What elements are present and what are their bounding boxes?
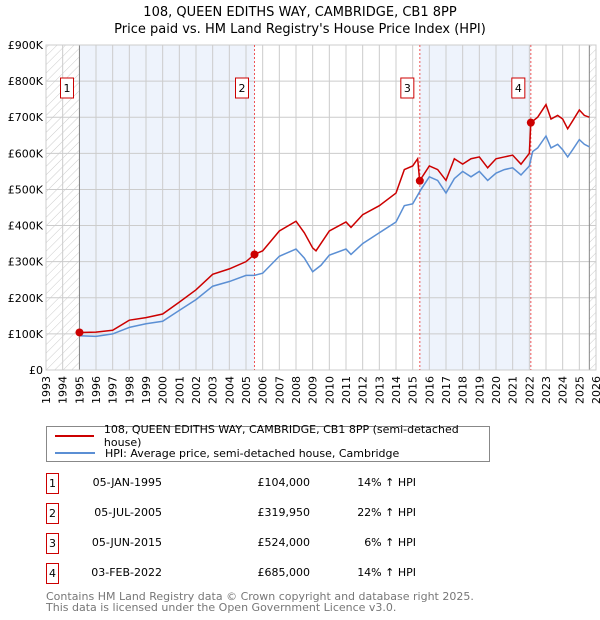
sale-label-box: [60, 77, 74, 99]
x-tick-label: 2016: [423, 376, 436, 404]
x-tick-label: 2004: [223, 376, 236, 404]
property-price-line: [79, 102, 590, 334]
sale-price: £319,950: [257, 506, 311, 519]
x-tick-label: 2012: [357, 376, 370, 404]
y-tick-label: £900K: [8, 39, 44, 52]
sale-number-box: 3: [46, 533, 59, 554]
sale-label: 4: [515, 82, 522, 95]
sale-point: [526, 118, 535, 127]
footer-copyright: Contains HM Land Registry data © Crown c…: [46, 590, 474, 603]
legend-line-property: [55, 435, 94, 437]
sale-price: £104,000: [257, 476, 311, 489]
x-tick-label: 1994: [57, 376, 70, 404]
sale-date: 05-JUL-2005: [94, 506, 162, 519]
hpi-line: [79, 134, 590, 338]
ownership-band-1: [79, 45, 255, 370]
sale-row: 3 05-JUN-2015 £524,000 6% ↑ HPI: [46, 533, 546, 554]
legend-line-hpi: [55, 452, 95, 454]
x-tick-label: 2026: [590, 376, 600, 404]
x-tick-label: 2019: [473, 376, 486, 404]
x-tick-label: 2024: [557, 376, 570, 404]
legend-label-hpi: HPI: Average price, semi-detached house,…: [105, 446, 400, 460]
x-tick-label: 2009: [307, 376, 320, 404]
sale-number-box: 2: [46, 503, 59, 524]
sale-hpi-diff: 6% ↑ HPI: [364, 536, 416, 549]
sale-number-box: 4: [46, 563, 59, 584]
sale-label: 2: [239, 82, 246, 95]
sale-number-box: 1: [46, 473, 59, 494]
x-tick-label: 2020: [490, 376, 503, 404]
y-tick-label: £300K: [8, 256, 44, 269]
sale-date: 03-FEB-2022: [91, 566, 162, 579]
y-tick-label: £700K: [8, 111, 44, 124]
x-tick-label: 2018: [457, 376, 470, 404]
y-tick-label: £800K: [8, 75, 44, 88]
y-tick-label: £0: [29, 364, 43, 377]
chart-subtitle: Price paid vs. HM Land Registry's House …: [114, 22, 486, 37]
y-tick-label: £600K: [8, 147, 44, 160]
x-tick-label: 2010: [323, 376, 336, 404]
y-tick-label: £100K: [8, 328, 44, 341]
sale-label-box: [511, 77, 526, 99]
sale-label-box: [235, 77, 249, 99]
y-tick-label: £200K: [8, 292, 44, 305]
x-tick-label: 2021: [507, 376, 520, 404]
sale-row: 1 05-JAN-1995 £104,000 14% ↑ HPI: [46, 473, 546, 494]
footer-licence: This data is licensed under the Open Gov…: [46, 601, 397, 614]
x-tick-label: 2007: [273, 376, 286, 404]
sale-date: 05-JUN-2015: [91, 536, 162, 549]
x-tick-label: 2022: [523, 376, 536, 404]
x-tick-label: 2008: [290, 376, 303, 404]
x-tick-label: 2014: [390, 376, 403, 404]
sale-point: [250, 250, 259, 259]
sale-point: [75, 328, 84, 337]
sale-label: 1: [64, 82, 71, 95]
price-chart: 1993 1994 1995 1996 1997 1998 1999 2000 2001 2002…: [8, 39, 600, 404]
legend-label-property: 108, QUEEN EDITHS WAY, CAMBRIDGE, CB1 8P…: [103, 423, 459, 449]
sale-point: [415, 176, 424, 185]
x-tick-label: 2000: [157, 376, 170, 404]
x-tick-label: 1997: [107, 376, 120, 404]
sale-price: £524,000: [257, 536, 311, 549]
sale-price: £685,000: [257, 566, 311, 579]
sale-date: 05-JAN-1995: [92, 476, 162, 489]
sale-label: 3: [404, 82, 411, 95]
x-tick-label: 1999: [140, 376, 153, 404]
x-tick-label: 2017: [440, 376, 453, 404]
x-tick-label: 2006: [257, 376, 270, 404]
x-tick-label: 2005: [240, 376, 253, 404]
x-tick-label: 1998: [123, 376, 136, 404]
sale-row: 2 05-JUL-2005 £319,950 22% ↑ HPI: [46, 503, 546, 524]
x-tick-label: 2013: [373, 376, 386, 404]
x-tick-label: 2003: [207, 376, 220, 404]
x-tick-label: 2023: [540, 376, 553, 404]
sale-hpi-diff: 14% ↑ HPI: [357, 566, 416, 579]
x-tick-label: 2001: [173, 376, 186, 404]
x-tick-label: 1996: [90, 376, 103, 404]
plot-frame: [45, 44, 597, 371]
sale-row: 4 03-FEB-2022 £685,000 14% ↑ HPI: [46, 563, 546, 584]
x-tick-label: 2011: [340, 376, 353, 404]
hatched-region-after-data: [589, 45, 596, 370]
x-tick-label: 1995: [73, 376, 86, 404]
x-tick-label: 2015: [407, 376, 420, 404]
y-tick-label: £500K: [8, 183, 44, 196]
sale-hpi-diff: 22% ↑ HPI: [357, 506, 416, 519]
chart-title: 108, QUEEN EDITHS WAY, CAMBRIDGE, CB1 8P…: [143, 5, 457, 20]
x-tick-label: 2025: [573, 376, 586, 404]
sale-label-box: [400, 77, 415, 99]
sale-hpi-diff: 14% ↑ HPI: [357, 476, 416, 489]
y-tick-label: £400K: [8, 220, 44, 233]
x-tick-label: 2002: [190, 376, 203, 404]
x-tick-label: 1993: [40, 376, 53, 404]
legend: 108, QUEEN EDITHS WAY, CAMBRIDGE, CB1 8P…: [46, 423, 490, 462]
